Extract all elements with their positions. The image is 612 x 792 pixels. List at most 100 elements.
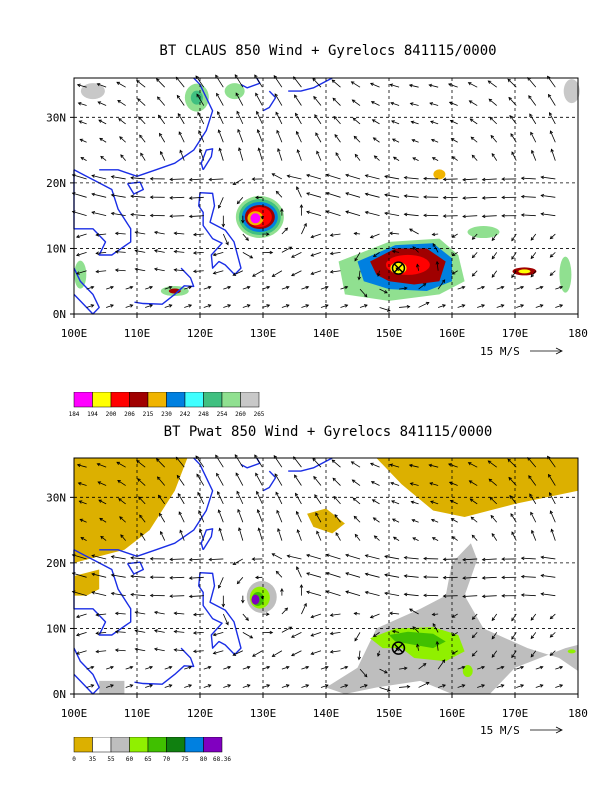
- wind-vector-head: [116, 81, 121, 86]
- wind-vector: [535, 684, 543, 688]
- wind-vector-head: [197, 111, 201, 116]
- wind-vector: [213, 251, 224, 256]
- wind-vector-head: [90, 304, 95, 308]
- wind-vector: [293, 456, 302, 468]
- wind-vector-head: [530, 255, 535, 260]
- wind-vector: [351, 81, 361, 88]
- wind-vector: [276, 191, 283, 198]
- wind-vector: [306, 192, 322, 198]
- wind-vector: [516, 666, 524, 670]
- wind-vector: [491, 153, 498, 161]
- y-tick-label: 20N: [46, 177, 66, 190]
- wind-vector-head: [530, 237, 535, 241]
- wind-vector: [281, 227, 288, 235]
- wind-vector: [432, 537, 439, 541]
- wind-vector: [72, 572, 87, 578]
- wind-vector-head: [271, 553, 276, 557]
- wind-vector: [509, 495, 517, 505]
- wind-vector-head: [277, 147, 281, 152]
- shaded-region: [433, 169, 446, 180]
- wind-vector: [273, 455, 283, 468]
- wind-vector-head: [471, 254, 476, 259]
- wind-vector: [91, 175, 107, 180]
- wind-vector-head: [384, 290, 388, 294]
- wind-vector-head: [295, 510, 300, 515]
- wind-vector: [262, 684, 270, 688]
- wind-vector-head: [255, 575, 259, 580]
- colorbar-swatch: [73, 737, 93, 753]
- wind-vector: [477, 304, 485, 308]
- wind-vector-head: [91, 192, 96, 197]
- wind-vector: [477, 286, 485, 290]
- wind-vector-head: [441, 279, 446, 283]
- chart-title: BT Pwat 850 Wind + Gyrelocs 841115/0000: [164, 424, 493, 440]
- wind-vector: [399, 686, 410, 688]
- wind-vector-head: [110, 555, 115, 559]
- wind-vector-head: [196, 93, 200, 98]
- wind-vector: [510, 133, 517, 143]
- wind-vector-head: [329, 613, 334, 617]
- wind-vector: [72, 554, 87, 560]
- wind-vector-head: [188, 576, 193, 580]
- wind-vector: [242, 684, 251, 688]
- wind-vector: [156, 458, 166, 468]
- wind-vector-head: [95, 631, 100, 635]
- wind-vector-head: [110, 304, 114, 308]
- wind-vector: [530, 252, 537, 259]
- wind-vector: [234, 74, 244, 88]
- wind-vector: [330, 650, 341, 653]
- wind-vector-head: [246, 285, 251, 290]
- wind-vector: [218, 129, 224, 143]
- wind-vector: [411, 501, 419, 505]
- wind-vector-head: [274, 93, 278, 97]
- wind-vector: [555, 684, 563, 688]
- wind-vector: [409, 464, 419, 468]
- wind-vector: [179, 530, 185, 541]
- wind-vector-head: [406, 684, 411, 689]
- wind-vector-head: [198, 130, 202, 134]
- wind-vector-head: [391, 138, 396, 142]
- wind-vector-head: [173, 268, 178, 272]
- wind-vector-head: [221, 603, 226, 608]
- wind-vector: [384, 555, 400, 560]
- wind-vector-head: [159, 150, 164, 155]
- wind-vector-head: [451, 271, 456, 275]
- wind-vector: [373, 137, 380, 143]
- wind-vector-head: [169, 177, 173, 182]
- wind-vector: [223, 684, 231, 688]
- wind-vector: [550, 252, 556, 258]
- wind-vector: [312, 78, 322, 88]
- wind-vector-head: [153, 647, 158, 652]
- colorbar-swatch: [110, 737, 130, 753]
- wind-vector: [316, 151, 322, 161]
- wind-vector: [254, 74, 263, 88]
- wind-vector: [125, 304, 133, 308]
- wind-vector-head: [188, 285, 193, 290]
- wind-vector: [189, 558, 204, 561]
- wind-vector: [432, 157, 439, 161]
- wind-vector-head: [357, 656, 361, 661]
- wind-vector-head: [363, 293, 368, 298]
- wind-vector: [111, 176, 126, 180]
- wind-vector-head: [306, 590, 310, 595]
- wind-vector: [393, 536, 400, 541]
- wind-vector: [365, 554, 380, 560]
- wind-vector-head: [97, 481, 102, 485]
- wind-vector-head: [410, 500, 415, 505]
- wind-vector: [219, 148, 224, 161]
- wind-vector-head: [520, 213, 525, 217]
- wind-vector-head: [425, 301, 430, 306]
- coastline: [73, 77, 333, 315]
- wind-vector-head: [384, 573, 388, 577]
- wind-vector: [452, 632, 458, 637]
- wind-vector-head: [95, 233, 100, 237]
- wind-vector-head: [491, 617, 496, 622]
- wind-vector: [237, 577, 244, 584]
- wind-vector: [160, 151, 166, 161]
- wind-vector: [310, 251, 322, 257]
- wind-vector-head: [236, 110, 240, 115]
- wind-vector: [72, 591, 87, 597]
- colorbar-label: 194: [87, 411, 98, 418]
- wind-vector: [291, 650, 302, 657]
- x-tick-label: 150E: [376, 327, 403, 340]
